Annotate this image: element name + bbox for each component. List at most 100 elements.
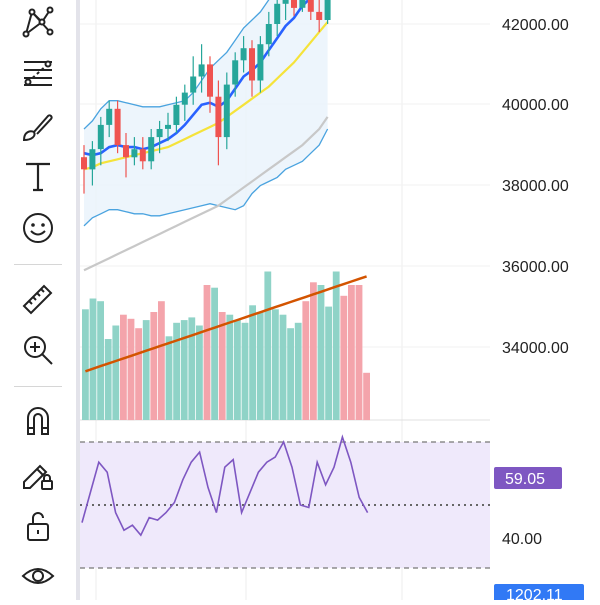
- candle-body: [81, 157, 87, 170]
- toolbar-divider: [14, 264, 62, 265]
- volume-bar: [82, 309, 89, 420]
- volume-bar: [241, 322, 249, 420]
- volume-bar: [180, 320, 188, 420]
- volume-bar: [348, 285, 355, 420]
- rsi-pane: [80, 434, 490, 569]
- price-label: 36000.00: [502, 259, 569, 276]
- volume-bar: [127, 318, 135, 421]
- rsi-value-badge: 59.05: [494, 467, 562, 489]
- volume-bar: [158, 301, 165, 420]
- volume-bar: [317, 285, 325, 420]
- volume-bar: [294, 322, 302, 420]
- candle-body: [249, 48, 255, 81]
- price-label: 40000.00: [502, 97, 569, 114]
- bollinger-fill: [84, 0, 328, 226]
- volume-bar: [112, 325, 120, 420]
- toolbar-divider: [14, 386, 62, 387]
- candle-body: [123, 145, 129, 158]
- candle-body: [173, 104, 180, 125]
- rsi-level-label: 40.00: [502, 531, 542, 548]
- pencil-lock-icon[interactable]: [14, 452, 62, 496]
- volume-bar: [279, 314, 287, 420]
- candle-body: [307, 0, 314, 12]
- volume-bar: [234, 320, 241, 420]
- volume-bar: [287, 328, 294, 420]
- candle-body: [148, 137, 155, 162]
- smiley-icon[interactable]: [14, 206, 62, 250]
- price-label: 38000.00: [502, 178, 569, 195]
- price-label: 42000.00: [502, 17, 569, 34]
- volume-bar: [97, 301, 104, 420]
- volume-bar: [165, 336, 173, 420]
- rsi-line: [81, 434, 369, 537]
- volume-axis-badge: 1202.11: [494, 584, 584, 605]
- candle-body: [131, 149, 138, 158]
- candle-body: [190, 76, 197, 93]
- bollinger-upper-line: [83, 0, 270, 130]
- fib-lines-icon[interactable]: [14, 50, 62, 94]
- candle-body: [181, 92, 188, 105]
- bollinger-lower-line: [83, 128, 329, 227]
- rsi-value-text: 59.05: [505, 471, 545, 488]
- pattern-nodes-icon[interactable]: [14, 0, 62, 44]
- volume-bar: [325, 306, 332, 420]
- candle-body: [106, 108, 113, 125]
- volume-bar: [256, 312, 264, 420]
- volume-bar: [302, 301, 310, 420]
- candle-body: [232, 60, 239, 85]
- candle-body: [282, 0, 289, 4]
- candle-body: [291, 0, 297, 8]
- unlock-icon[interactable]: [14, 504, 62, 548]
- volume-bar: [211, 287, 218, 420]
- zoom-in-icon[interactable]: [14, 328, 62, 372]
- eye-icon[interactable]: [14, 554, 62, 598]
- ema-mid-line: [83, 21, 329, 171]
- volume-bar: [355, 285, 363, 420]
- volume-bar: [142, 320, 150, 420]
- volume-bar: [272, 309, 279, 420]
- chart-area[interactable]: 42000.00 40000.00 38000.00 36000.00 3400…: [80, 0, 600, 605]
- candle-body: [274, 3, 281, 25]
- text-t-icon[interactable]: [14, 154, 62, 198]
- ema-slow-line: [83, 116, 329, 272]
- volume-bar: [249, 305, 256, 421]
- candle-body: [265, 24, 272, 45]
- volume-bar: [120, 314, 127, 420]
- drawing-toolbar: [0, 0, 76, 600]
- price-label: 34000.00: [502, 340, 569, 357]
- ruler-icon[interactable]: [14, 276, 62, 320]
- magnet-icon[interactable]: [14, 398, 62, 442]
- volume-bar: [104, 339, 112, 420]
- candle-body: [165, 124, 171, 129]
- volume-bar: [188, 317, 196, 420]
- candle-body: [257, 44, 264, 81]
- volume-bar: [150, 312, 158, 420]
- volume-bar: [203, 285, 211, 420]
- volume-bar: [264, 271, 272, 420]
- candle-body: [299, 0, 306, 8]
- volume-bar: [340, 295, 348, 420]
- brush-icon[interactable]: [14, 104, 62, 148]
- candle-body: [156, 129, 163, 138]
- volume-bar: [173, 322, 180, 420]
- bollinger-bands: [83, 0, 329, 227]
- volume-bar: [218, 312, 226, 420]
- volume-bar: [89, 298, 97, 420]
- volume-bar: [332, 271, 340, 420]
- volume-ma-line: [84, 275, 367, 373]
- volume-bar: [226, 314, 234, 420]
- price-axis[interactable]: 42000.00 40000.00 38000.00 36000.00 3400…: [502, 17, 569, 357]
- candle-body: [215, 96, 222, 138]
- candle-body: [324, 0, 331, 21]
- volume-bar: [363, 372, 370, 421]
- volume-bar: [310, 282, 317, 420]
- volume-axis-text: 1202.11: [506, 587, 563, 600]
- candle-body: [240, 48, 247, 61]
- candle-body: [139, 149, 146, 162]
- volume-bar: [135, 328, 142, 420]
- candle-body: [89, 149, 96, 170]
- candle-body: [223, 84, 230, 138]
- toolbar-divider-bar: [76, 0, 80, 600]
- volume-bars: [82, 271, 370, 421]
- candle-body: [316, 11, 323, 20]
